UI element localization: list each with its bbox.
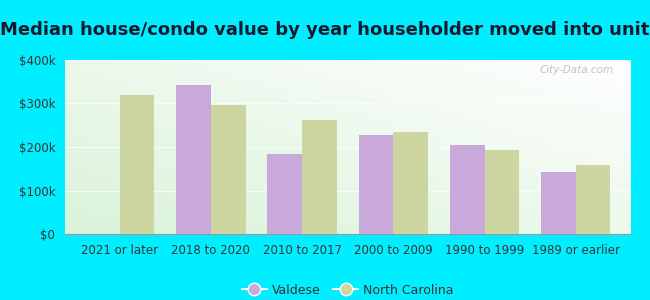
Bar — [450, 145, 484, 234]
Text: Median house/condo value by year householder moved into unit: Median house/condo value by year househo… — [0, 21, 650, 39]
Bar — [211, 105, 246, 234]
Legend: Valdese, North Carolina: Valdese, North Carolina — [237, 278, 459, 300]
Bar — [576, 165, 610, 234]
Bar — [484, 151, 519, 234]
Bar — [120, 95, 155, 234]
Bar — [359, 135, 393, 234]
Bar — [393, 132, 428, 234]
Bar — [541, 172, 576, 234]
Bar — [176, 85, 211, 234]
Text: City-Data.com: City-Data.com — [540, 65, 614, 75]
Bar — [268, 154, 302, 234]
Bar — [302, 120, 337, 234]
